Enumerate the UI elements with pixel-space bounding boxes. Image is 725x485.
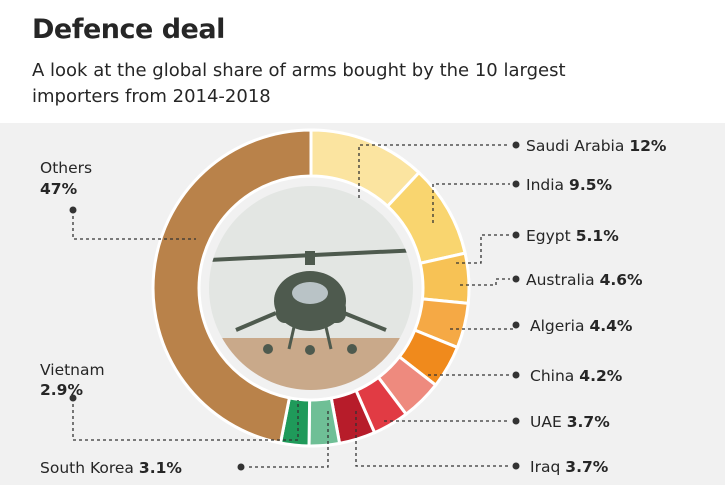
leader-lines	[69, 141, 520, 471]
leader-dot-china	[512, 371, 520, 379]
label-name: Vietnam	[40, 361, 105, 379]
label-name: UAE	[530, 413, 562, 431]
label-name: Iraq	[530, 458, 560, 476]
label-value: 2.9%	[40, 381, 83, 399]
leader-dot-algeria	[512, 321, 520, 329]
slice-others	[151, 128, 313, 445]
label-name: Algeria	[530, 317, 584, 335]
chart-area: Saudi Arabia 12% India 9.5% Egypt 5.1% Aust…	[0, 123, 725, 485]
leader-line-south-korea	[246, 411, 329, 468]
label-others: Others 47%	[40, 159, 92, 198]
label-value: 4.2%	[579, 367, 622, 385]
label-value: 3.7%	[567, 413, 610, 431]
leader-line-india	[432, 183, 510, 223]
label-iraq: Iraq 3.7%	[530, 458, 609, 476]
leader-line-egypt	[456, 234, 510, 264]
chart-title: Defence deal	[32, 14, 225, 45]
label-algeria: Algeria 4.4%	[530, 317, 633, 335]
label-name: Saudi Arabia	[526, 137, 624, 155]
slice-labels: Saudi Arabia 12% India 9.5% Egypt 5.1% Aust…	[40, 137, 667, 477]
label-value: 4.4%	[589, 317, 632, 335]
leader-dot-saudi-arabia	[512, 141, 520, 149]
leader-dot-others	[69, 206, 77, 214]
leader-dot-egypt	[512, 231, 520, 239]
label-saudi-arabia: Saudi Arabia 12%	[526, 137, 667, 155]
label-name: Others	[40, 159, 92, 177]
label-value: 3.7%	[565, 458, 608, 476]
label-australia: Australia 4.6%	[526, 271, 643, 289]
label-name: India	[526, 176, 564, 194]
label-value: 4.6%	[600, 271, 643, 289]
label-name: Australia	[526, 271, 595, 289]
label-china: China 4.2%	[530, 367, 623, 385]
leader-dot-india	[512, 180, 520, 188]
leader-line-iraq	[355, 411, 510, 467]
donut-slices	[151, 128, 471, 448]
leader-line-others	[72, 210, 196, 240]
leader-dot-vietnam	[69, 394, 77, 402]
leader-line-australia	[460, 278, 510, 286]
label-uae: UAE 3.7%	[530, 413, 610, 431]
label-value: 9.5%	[569, 176, 612, 194]
leader-dot-australia	[512, 275, 520, 283]
leader-dot-iraq	[512, 462, 520, 470]
label-name: China	[530, 367, 574, 385]
leader-dot-south-korea	[237, 463, 245, 471]
helicopter-icon	[209, 248, 413, 355]
label-name: Egypt	[526, 227, 571, 245]
label-value: 5.1%	[576, 227, 619, 245]
label-south-korea: South Korea 3.1%	[40, 459, 182, 477]
donut-chart: Saudi Arabia 12% India 9.5% Egypt 5.1% Aust…	[40, 128, 667, 477]
leader-dot-uae	[512, 417, 520, 425]
label-egypt: Egypt 5.1%	[526, 227, 619, 245]
label-value: 47%	[40, 180, 78, 198]
label-value: 12%	[629, 137, 667, 155]
leader-line-vietnam	[72, 398, 299, 441]
label-india: India 9.5%	[526, 176, 613, 194]
header: Defence deal A look at the global share …	[0, 0, 725, 123]
label-vietnam: Vietnam 2.9%	[40, 361, 105, 399]
slice-egypt	[418, 251, 471, 305]
chart-subtitle: A look at the global share of arms bough…	[32, 60, 566, 107]
label-name: South Korea	[40, 459, 134, 477]
label-value: 3.1%	[139, 459, 182, 477]
